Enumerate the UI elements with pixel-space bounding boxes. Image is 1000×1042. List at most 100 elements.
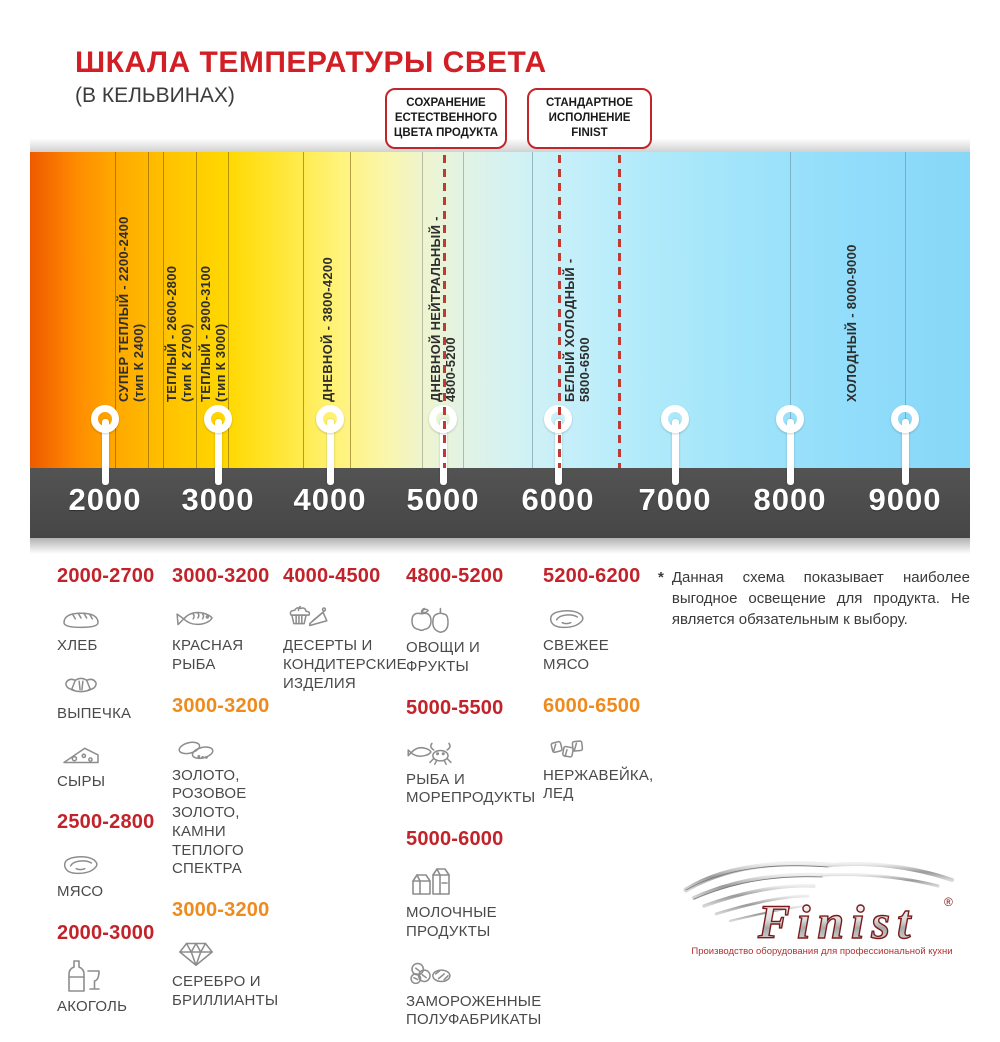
legend-item: ЗАМОРОЖЕННЫЕ ПОЛУФАБРИКАТЫ <box>406 954 558 1031</box>
footnote: * Данная схема показывает наиболее выгод… <box>658 567 970 630</box>
zone-label-text: ТЕПЛЫЙ - 2600-2800 (тип К 2700) <box>164 266 194 402</box>
legend-item: СЫРЫ <box>57 736 169 792</box>
zone-separator-line <box>350 152 351 468</box>
temperature-range: 4800-5200 <box>406 565 504 587</box>
temperature-range: 2500-2800 <box>57 811 155 834</box>
seafood-icon <box>406 732 558 768</box>
gradient-band: СУПЕР ТЕПЛЫЙ - 2200-2400 (тип К 2400) ТЕПЛ… <box>30 152 970 468</box>
zone-separator-line <box>228 152 229 468</box>
legend-item: СЕРЕБРО И БРИЛЛИАНТЫ <box>172 934 290 1011</box>
legend-item: РЫБА И МОРЕПРОДУКТЫ <box>406 732 558 809</box>
axis-bar <box>30 468 970 538</box>
wine-bottle-icon <box>57 957 169 995</box>
legend-item-label: ДЕСЕРТЫ И КОНДИТЕРСКИЕ ИЗДЕЛИЯ <box>283 637 407 692</box>
legend-item: ХЛЕБ <box>57 600 169 656</box>
pin-ring <box>891 405 919 433</box>
zone-label-line: ДНЕВНОЙ - 3800-4200 <box>320 257 335 402</box>
legend-item-label: ОВОЩИ И ФРУКТЫ <box>406 639 481 675</box>
zone-label-line: БЕЛЫЙ ХОЛОДНЫЙ - <box>562 258 577 402</box>
legend-item-label: ЗОЛОТО, РОЗОВОЕ ЗОЛОТО, КАМНИ ТЕПЛОГО СП… <box>172 766 247 878</box>
ice-cubes-icon <box>543 730 655 764</box>
legend-item-label: МОЛОЧНЫЕ ПРОДУКТЫ <box>406 904 497 940</box>
zone-label-line: ТЕПЛЫЙ - 2600-2800 <box>164 265 179 402</box>
asterisk-marker: * <box>658 569 664 586</box>
frozen-food-icon <box>406 954 558 990</box>
zone-label-line: СУПЕР ТЕПЛЫЙ - 2200-2400 <box>116 216 131 402</box>
temperature-range: 4000-4500 <box>283 565 381 587</box>
pin-stem <box>101 419 109 485</box>
legend-item: АКОГОЛЬ <box>57 957 169 1017</box>
temperature-range: 3000-3200 <box>172 565 270 587</box>
temperature-range: 5000-6000 <box>406 828 504 850</box>
footnote-text: Данная схема показывает наиболее выгодно… <box>671 569 970 628</box>
finist-logo: Finist ® Производство оборудования для п… <box>672 850 964 960</box>
legend: 2000-2700 ХЛЕБ ВЫПЕЧКА СЫРЫ 2500-2800 МЯСО 200… <box>0 565 1000 1028</box>
finist-brand-text: Finist <box>757 896 917 949</box>
zone-separator-line <box>422 152 423 468</box>
zone-label-subline: (тип К 2400) <box>131 323 146 402</box>
temperature-range: 6000-6500 <box>543 694 641 717</box>
fish-icon <box>172 600 290 634</box>
cheese-icon <box>57 736 169 770</box>
zone-separator-line <box>303 152 304 468</box>
light-temperature-infographic: ШКАЛА ТЕМПЕРАТУРЫ СВЕТА (В КЕЛЬВИНАХ) СО… <box>0 46 1000 1029</box>
pin-ring <box>204 405 232 433</box>
zone-label-text: СУПЕР ТЕПЛЫЙ - 2200-2400 (тип К 2400) <box>116 216 146 402</box>
legend-item-label: РЫБА И МОРЕПРОДУКТЫ <box>406 770 536 807</box>
temperature-range: 5200-6200 <box>543 565 641 587</box>
legend-item: ЗОЛОТО, РОЗОВОЕ ЗОЛОТО, КАМНИ ТЕПЛОГО СП… <box>172 730 290 880</box>
scale-tick-label: 7000 <box>638 482 712 517</box>
legend-item-label: МЯСО <box>57 883 104 901</box>
temperature-range: 3000-3200 <box>172 899 270 921</box>
registered-mark: ® <box>944 895 953 909</box>
scale-area: СУПЕР ТЕПЛЫЙ - 2200-2400 (тип К 2400) ТЕПЛ… <box>30 152 970 556</box>
logo-tagline: Производство оборудования для профессион… <box>691 946 952 957</box>
wing-icon <box>683 861 954 923</box>
zone-label-text: ДНЕВНОЙ - 3800-4200 <box>320 257 335 402</box>
axis-bottom-shadow <box>30 538 970 554</box>
zone-label-line: ХОЛОДНЫЙ - 8000-9000 <box>844 244 859 402</box>
scale-tick-label: 3000 <box>181 482 255 517</box>
temperature-range: 2000-3000 <box>57 922 155 944</box>
zone-separator-line <box>196 152 197 468</box>
milk-carton-icon <box>406 863 558 901</box>
callout-dashed-line <box>558 141 561 468</box>
rings-icon <box>172 730 290 764</box>
page-subtitle: (В КЕЛЬВИНАХ) <box>75 84 235 107</box>
legend-item-label: ХЛЕБ <box>57 637 98 654</box>
steak-icon <box>543 600 655 634</box>
pin-ring <box>776 405 804 433</box>
legend-item: ВЫПЕЧКА <box>57 668 169 724</box>
legend-item: СВЕЖЕЕ МЯСО <box>543 600 655 675</box>
scale-tick-label: 8000 <box>753 482 827 517</box>
callout-dashed-line <box>618 141 621 468</box>
scale-tick-label: 4000 <box>293 482 367 517</box>
zone-separator-line <box>463 152 464 468</box>
zone-label-line: ДНЕВНОЙ НЕЙТРАЛЬНЫЙ - <box>428 216 443 402</box>
zone-label-subline: (тип К 2700) <box>179 323 194 402</box>
legend-item: МЯСО <box>57 846 169 902</box>
zone-separator-line <box>905 152 906 468</box>
pin-stem <box>671 419 679 485</box>
zone-separator-line <box>790 152 791 468</box>
zone-separator-line <box>532 152 533 468</box>
zone-label-line: ТЕПЛЫЙ - 2900-3100 <box>198 265 213 402</box>
legend-column: 4000-4500 ДЕСЕРТЫ И КОНДИТЕРСКИЕ ИЗДЕЛИЯ <box>283 565 411 705</box>
legend-item: ДЕСЕРТЫ И КОНДИТЕРСКИЕ ИЗДЕЛИЯ <box>283 600 411 693</box>
legend-column: 4800-5200 ОВОЩИ И ФРУКТЫ 5000-5500 РЫБА И М… <box>406 565 558 1042</box>
legend-item-label: СВЕЖЕЕ МЯСО <box>543 637 609 673</box>
callout-dashed-line <box>443 141 446 468</box>
pin-stem <box>901 419 909 485</box>
legend-column: 3000-3200 КРАСНАЯ РЫБА 3000-3200 ЗОЛОТО, РО… <box>172 565 290 1023</box>
legend-item: МОЛОЧНЫЕ ПРОДУКТЫ <box>406 863 558 942</box>
legend-item-label: НЕРЖАВЕЙКА, ЛЕД <box>543 766 654 803</box>
legend-item-label: АКОГОЛЬ <box>57 998 128 1015</box>
pin-stem <box>214 419 222 485</box>
scale-tick-label: 6000 <box>521 482 595 517</box>
zone-label-subline: (тип К 3000) <box>213 323 228 402</box>
temperature-range: 5000-5500 <box>406 696 504 719</box>
pin-ring <box>316 405 344 433</box>
bread-icon <box>57 600 169 634</box>
scale-tick-label: 5000 <box>406 482 480 517</box>
pin-stem <box>326 419 334 485</box>
